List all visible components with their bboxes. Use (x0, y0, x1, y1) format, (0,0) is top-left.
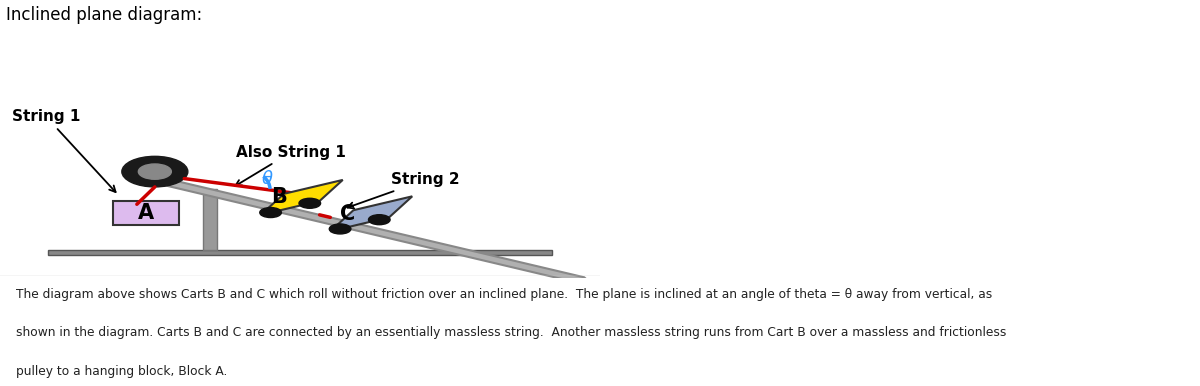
Circle shape (259, 208, 281, 218)
Text: pulley to a hanging block, Block A.: pulley to a hanging block, Block A. (16, 365, 227, 378)
Circle shape (368, 215, 390, 225)
Text: Also String 1: Also String 1 (235, 145, 346, 186)
Text: The diagram above shows Carts B and C which roll without friction over an inclin: The diagram above shows Carts B and C wh… (16, 288, 992, 301)
Text: shown in the diagram. Carts B and C are connected by an essentially massless str: shown in the diagram. Carts B and C are … (16, 326, 1006, 339)
Polygon shape (260, 180, 343, 215)
Text: C: C (341, 204, 355, 224)
Text: String 2: String 2 (348, 173, 460, 208)
Circle shape (329, 224, 350, 234)
Polygon shape (204, 189, 216, 250)
Circle shape (138, 164, 172, 179)
Text: String 1: String 1 (12, 109, 115, 192)
Polygon shape (330, 196, 413, 231)
Text: A: A (138, 203, 154, 223)
Circle shape (122, 156, 188, 187)
Text: $\theta$: $\theta$ (262, 170, 274, 188)
Polygon shape (146, 174, 594, 287)
Polygon shape (113, 201, 179, 225)
Circle shape (299, 198, 320, 208)
Polygon shape (48, 250, 552, 255)
Text: B: B (271, 187, 287, 207)
Text: Inclined plane diagram:: Inclined plane diagram: (6, 5, 203, 24)
